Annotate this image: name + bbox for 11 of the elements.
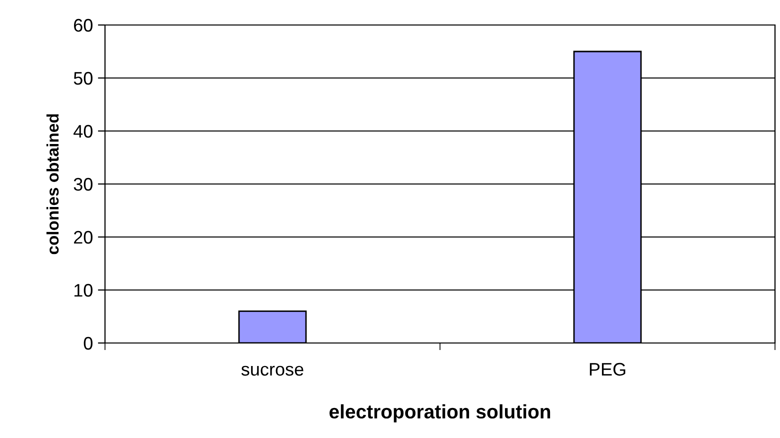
y-tick-label: 0 xyxy=(84,336,92,350)
y-tick-label: 20 xyxy=(74,230,92,244)
y-tick-label: 10 xyxy=(74,284,92,297)
y-tick-label: 50 xyxy=(74,72,92,85)
x-tick-label: PEG xyxy=(590,362,626,376)
y-tick-label: 40 xyxy=(74,124,92,138)
y-axis-title: colonies obtained xyxy=(46,114,59,254)
x-axis-title: electroporation solution xyxy=(330,404,550,422)
y-tick-label: 30 xyxy=(74,178,92,191)
y-tick-label: 60 xyxy=(74,18,92,32)
x-tick-label: sucrose xyxy=(241,366,304,376)
